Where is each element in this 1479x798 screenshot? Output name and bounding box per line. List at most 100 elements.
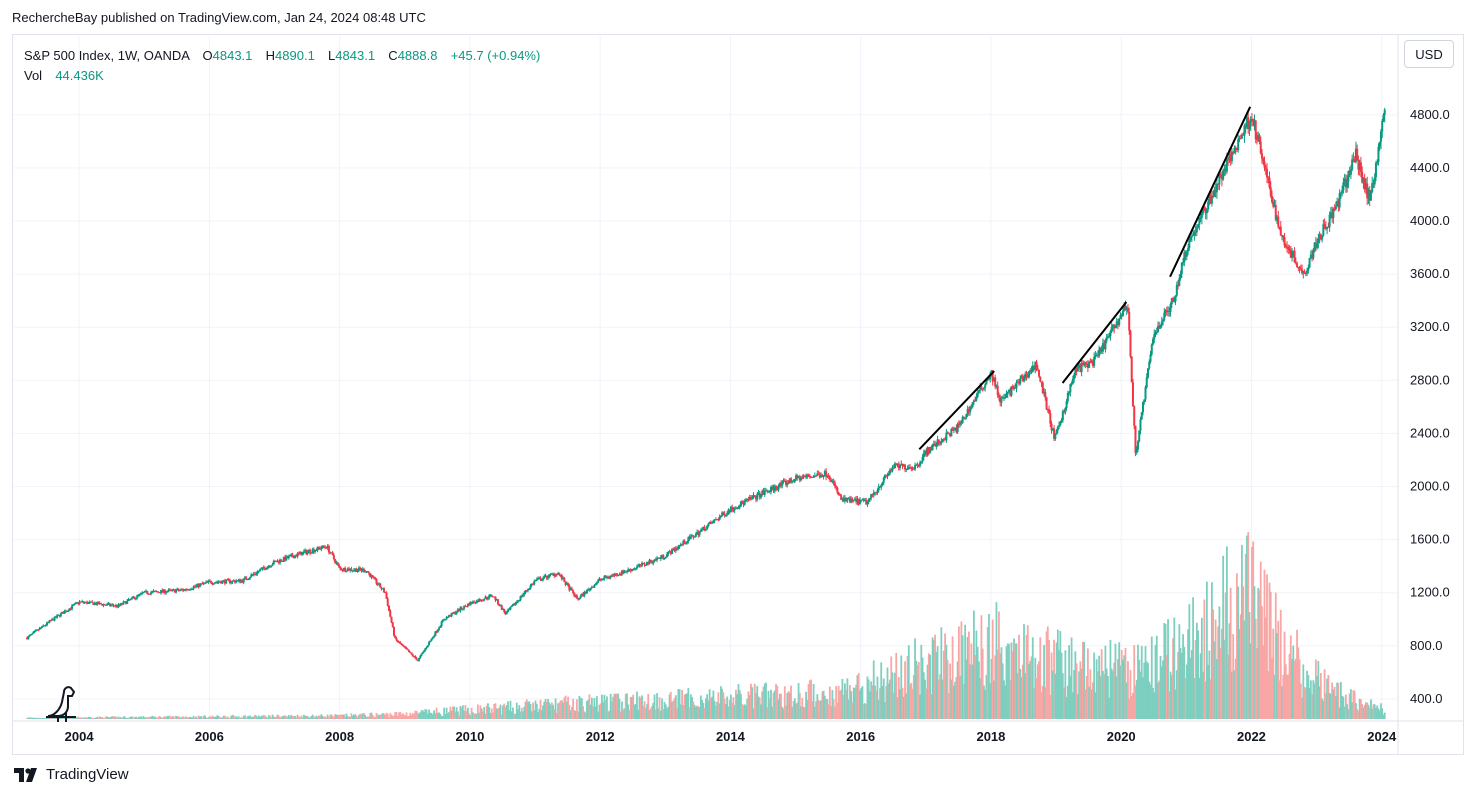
candle-body[interactable] [1039,376,1042,382]
candle-body[interactable] [166,591,169,593]
candle-body[interactable] [1056,426,1059,431]
candle-body[interactable] [623,571,626,574]
candle-body[interactable] [624,571,627,573]
candle-body[interactable] [661,554,664,558]
candle-body[interactable] [88,601,91,603]
candle-body[interactable] [448,615,451,617]
candle-body[interactable] [585,589,588,594]
candle-body[interactable] [1255,139,1258,141]
candle-body[interactable] [618,574,621,576]
candle-body[interactable] [698,531,701,536]
candle-body[interactable] [215,582,218,584]
candle-body[interactable] [1134,425,1137,453]
candle-body[interactable] [767,491,770,493]
candle-body[interactable] [604,576,607,578]
candle-body[interactable] [813,475,816,477]
candle-body[interactable] [941,439,944,442]
candle-body[interactable] [931,444,934,451]
candle-body[interactable] [711,522,714,524]
candle-body[interactable] [906,468,909,470]
candle-body[interactable] [627,569,630,572]
candle-body[interactable] [578,598,581,600]
candle-body[interactable] [342,567,345,571]
candle-body[interactable] [741,501,744,504]
candle-body[interactable] [377,583,380,585]
candle-body[interactable] [1303,270,1306,274]
candle-body[interactable] [777,486,780,490]
candle-body[interactable] [1048,409,1051,414]
candle-body[interactable] [548,574,551,578]
candle-body[interactable] [1000,398,1003,403]
candle-body[interactable] [1263,161,1266,168]
candle-body[interactable] [1007,390,1010,392]
candle-body[interactable] [1319,234,1322,240]
candle-body[interactable] [1219,174,1222,177]
candle-body[interactable] [910,467,913,469]
candle-body[interactable] [97,602,100,605]
candle-body[interactable] [1354,148,1357,163]
candle-body[interactable] [1267,177,1270,179]
candle-body[interactable] [1296,263,1299,268]
candle-body[interactable] [569,588,572,591]
candle-body[interactable] [96,602,99,605]
candle-body[interactable] [1006,391,1009,395]
candle-body[interactable] [500,605,503,610]
candle-body[interactable] [1059,422,1062,426]
candle-body[interactable] [252,573,255,575]
candle-body[interactable] [1230,151,1233,162]
candle-body[interactable] [440,621,443,627]
candle-body[interactable] [1293,250,1296,263]
candle-body[interactable] [494,596,497,601]
candle-body[interactable] [873,491,876,493]
candle-body[interactable] [599,578,602,580]
candle-body[interactable] [1260,153,1263,159]
candle-body[interactable] [709,522,712,524]
candle-body[interactable] [1204,208,1207,214]
candle-body[interactable] [1145,377,1148,388]
candle-body[interactable] [329,552,332,554]
candle-body[interactable] [1040,381,1043,383]
currency-button[interactable]: USD [1404,40,1454,68]
candle-body[interactable] [286,556,289,559]
candle-body[interactable] [1291,251,1294,258]
candle-body[interactable] [980,386,983,389]
candle-body[interactable] [1233,147,1236,154]
candle-body[interactable] [812,476,815,478]
candle-body[interactable] [127,599,130,601]
candle-body[interactable] [483,598,486,601]
candle-body[interactable] [1038,369,1041,377]
candle-body[interactable] [821,475,824,477]
candle-body[interactable] [99,602,102,605]
candle-body[interactable] [326,545,329,549]
candle-body[interactable] [248,577,251,579]
candle-body[interactable] [291,554,294,557]
candle-body[interactable] [182,589,185,591]
candle-body[interactable] [62,612,65,614]
candle-body[interactable] [1358,162,1361,170]
candle-body[interactable] [907,467,910,470]
candle-body[interactable] [147,593,150,595]
candle-body[interactable] [1286,246,1289,248]
candle-body[interactable] [222,580,225,582]
candle-body[interactable] [1159,325,1162,329]
candle-body[interactable] [61,612,64,614]
candle-body[interactable] [726,513,729,515]
candle-body[interactable] [930,446,933,451]
candle-body[interactable] [1065,401,1068,408]
candle-body[interactable] [1254,120,1257,140]
candle-body[interactable] [868,498,871,500]
candle-body[interactable] [891,467,894,471]
candle-body[interactable] [403,645,406,647]
candle-body[interactable] [909,467,912,469]
candle-body[interactable] [163,589,166,594]
candle-body[interactable] [162,589,165,592]
candle-body[interactable] [424,648,427,651]
candle-body[interactable] [783,480,786,482]
candle-body[interactable] [1311,254,1314,259]
candle-body[interactable] [1301,269,1304,274]
candle-body[interactable] [800,477,803,481]
candle-body[interactable] [1373,177,1376,185]
candle-body[interactable] [345,571,348,573]
candle-body[interactable] [1274,204,1277,220]
candle-body[interactable] [937,439,940,443]
